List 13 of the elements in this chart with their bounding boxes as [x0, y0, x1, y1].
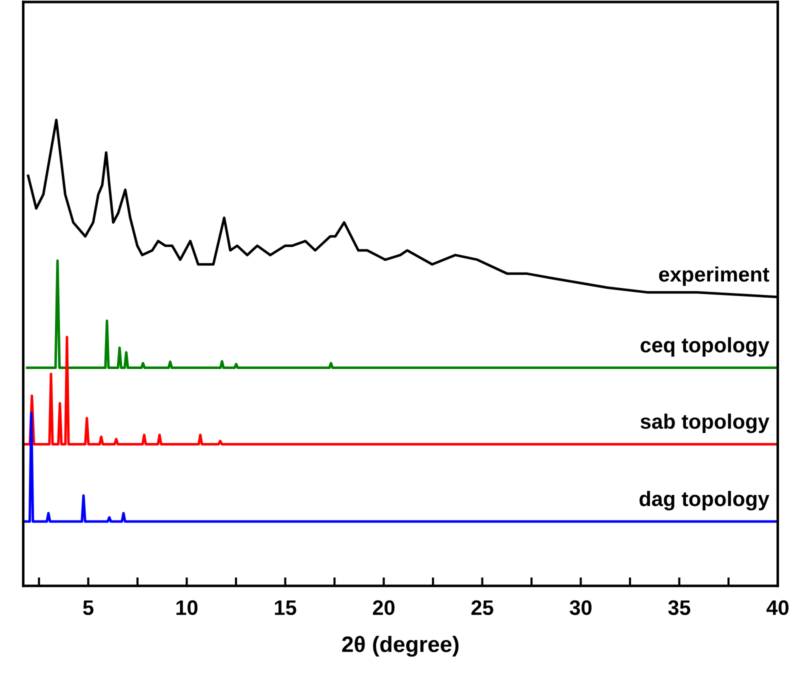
x-tick-label: 10	[176, 600, 198, 616]
x-tick-label: 15	[274, 600, 296, 616]
series-label: ceq topology	[640, 337, 770, 357]
series-label: experiment	[659, 266, 770, 286]
x-axis-title: 2θ (degree)	[342, 636, 459, 657]
x-tick-label: 40	[766, 600, 789, 616]
x-tick-label: 30	[570, 600, 592, 616]
x-tick-label: 25	[471, 600, 494, 616]
series-label: dag topology	[640, 490, 770, 510]
x-tick-label: 20	[372, 600, 394, 616]
x-tick-label: 35	[668, 600, 690, 616]
series-label: sab topology	[640, 414, 770, 434]
x-tick-label: 5	[83, 600, 94, 616]
